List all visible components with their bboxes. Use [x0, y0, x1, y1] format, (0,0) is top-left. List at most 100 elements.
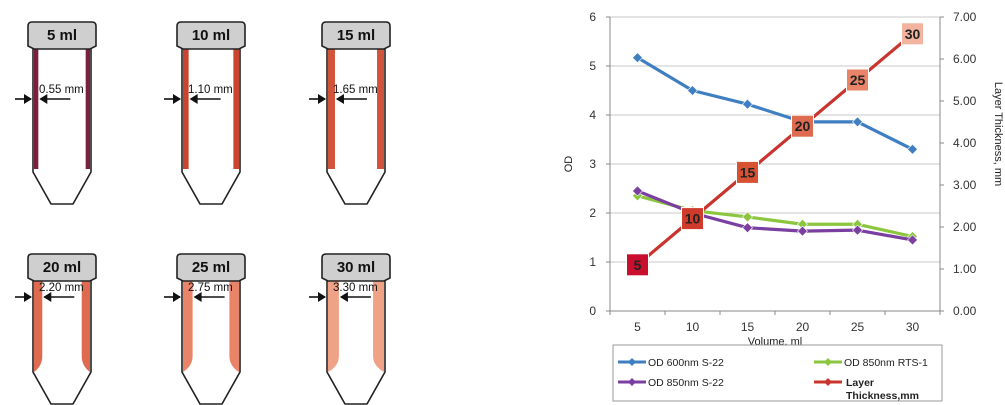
- legend-item-1: OD 600nm S-22: [618, 357, 724, 369]
- x-tick-label: 10: [686, 320, 700, 334]
- series-4: 5 10 15 20 25 30: [626, 22, 924, 277]
- thickness-measure-label: 2.20 mm: [39, 282, 84, 294]
- y-tick-label: 5: [589, 59, 596, 73]
- tube-6: 30 ml 3.30 mm: [309, 253, 391, 405]
- tube-outline: [181, 280, 241, 405]
- thickness-badge: [846, 68, 869, 92]
- liquid-layer-left: [328, 280, 339, 372]
- legend-item-2: OD 850nm RTS-1: [814, 357, 928, 369]
- liquid-layer-right: [373, 280, 384, 372]
- x-tick-label: 15: [741, 320, 755, 334]
- data-point-marker: [742, 222, 753, 234]
- arrow-left-head: [24, 292, 32, 302]
- legend-swatch-marker: [628, 378, 636, 386]
- y-tick-label: 4: [589, 108, 596, 122]
- y2-tick-label: 2.00: [953, 220, 977, 234]
- tube-volume-label: 15 ml: [337, 27, 375, 44]
- liquid-layer-left: [328, 48, 335, 169]
- thickness-badge-label: 5: [634, 257, 642, 273]
- gridlines: [610, 16, 940, 312]
- thickness-badge-label: 10: [685, 211, 701, 227]
- liquid-layer-left: [183, 280, 193, 372]
- thickness-badge-label: 20: [795, 118, 811, 134]
- thickness-measure-label: 0.55 mm: [39, 84, 84, 96]
- y-tick-label: 6: [589, 10, 596, 24]
- tube-cap: [27, 21, 97, 50]
- data-point-marker: [632, 52, 643, 64]
- series-3: [632, 185, 918, 246]
- arrow-right-head: [339, 292, 348, 302]
- legend-label: Thickness,mm: [846, 390, 919, 402]
- tube-outline: [32, 48, 92, 205]
- arrow-right-head: [189, 94, 198, 104]
- od-volume-chart: 0 1 2 3 4 5 6 0.00 1.00 2.00 3.00 4.00 5.00 6.00 7.00 5…: [563, 10, 1004, 402]
- legend-label: OD 600nm S-22: [648, 357, 724, 369]
- tube-3: 15 ml 1.65 mm: [309, 21, 391, 205]
- x-tick-label: 25: [851, 320, 865, 334]
- tube-1: 5 ml 0.55 mm: [15, 21, 97, 205]
- y-tick-label: 3: [589, 157, 596, 171]
- arrow-right-head: [39, 94, 48, 104]
- tube-cap: [176, 253, 246, 282]
- liquid-layer-right: [229, 280, 239, 372]
- series-1: [632, 52, 918, 155]
- data-point-marker: [797, 225, 808, 237]
- arrow-left-head: [24, 94, 32, 104]
- x-tick-label: 5: [634, 320, 641, 334]
- data-point-marker: [852, 224, 863, 236]
- tube-illustrations: 5 ml 0.55 mm 10 ml 1.10 mm 15 ml 1.65 mm 20 ml…: [15, 21, 391, 405]
- thickness-badge-label: 30: [905, 26, 921, 42]
- y2-tick-label: 7.00: [953, 10, 977, 24]
- legend-swatch-marker: [824, 358, 832, 366]
- data-point-marker: [742, 211, 753, 223]
- arrow-left-head: [318, 94, 326, 104]
- data-point-marker: [632, 185, 643, 197]
- thickness-badge: [681, 207, 704, 231]
- tube-outline: [326, 280, 386, 405]
- data-point-marker: [907, 143, 918, 155]
- y2-tick-label: 0.00: [953, 304, 977, 318]
- legend-swatch-marker: [824, 378, 832, 386]
- arrow-left-head: [173, 292, 181, 302]
- legend-swatch-marker: [628, 358, 636, 366]
- series-line: [636, 56, 914, 151]
- liquid-layer-left: [183, 48, 189, 169]
- legend-item-3: OD 850nm S-22: [618, 377, 724, 389]
- tube-cap: [321, 253, 391, 282]
- thickness-badge-label: 25: [850, 72, 866, 88]
- liquid-layer-left: [34, 48, 39, 169]
- liquid-layer-right: [85, 48, 90, 169]
- y2-tick-label: 3.00: [953, 178, 977, 192]
- y2-tick-label: 1.00: [953, 262, 977, 276]
- thickness-badge: [626, 253, 649, 277]
- liquid-layer-right: [233, 48, 239, 169]
- thickness-measure-label: 1.10 mm: [188, 84, 233, 96]
- thickness-badge-label: 15: [740, 164, 756, 180]
- y2-tick-label: 5.00: [953, 94, 977, 108]
- thickness-badge: [791, 114, 814, 138]
- data-point-marker: [742, 98, 753, 110]
- tube-volume-label: 30 ml: [337, 259, 375, 276]
- tube-outline: [32, 280, 92, 405]
- y-tick-label: 2: [589, 206, 596, 220]
- tube-5: 25 ml 2.75 mm: [164, 253, 246, 405]
- y-tick-label: 0: [589, 304, 596, 318]
- liquid-layer-left: [34, 280, 43, 372]
- tube-2: 10 ml 1.10 mm: [164, 21, 246, 205]
- tube-cap: [27, 253, 97, 282]
- y-tick-label: 1: [589, 255, 596, 269]
- liquid-layer-right: [377, 48, 384, 169]
- thickness-measure-label: 3.30 mm: [333, 282, 378, 294]
- y2-axis-title: Layer Thickness, mm: [992, 82, 1004, 186]
- x-tick-label: 30: [906, 320, 920, 334]
- y2-tick-label: 6.00: [953, 52, 977, 66]
- tube-volume-label: 20 ml: [43, 259, 81, 276]
- arrow-right-head: [335, 94, 344, 104]
- legend: OD 600nm S-22 OD 850nm RTS-1 OD 850nm S-22…: [612, 344, 943, 402]
- series-line: [636, 189, 913, 242]
- tube-volume-label: 5 ml: [47, 27, 77, 44]
- arrow-right-head: [43, 292, 52, 302]
- legend-label: OD 850nm RTS-1: [844, 357, 928, 369]
- legend-label: Layer: [846, 377, 874, 389]
